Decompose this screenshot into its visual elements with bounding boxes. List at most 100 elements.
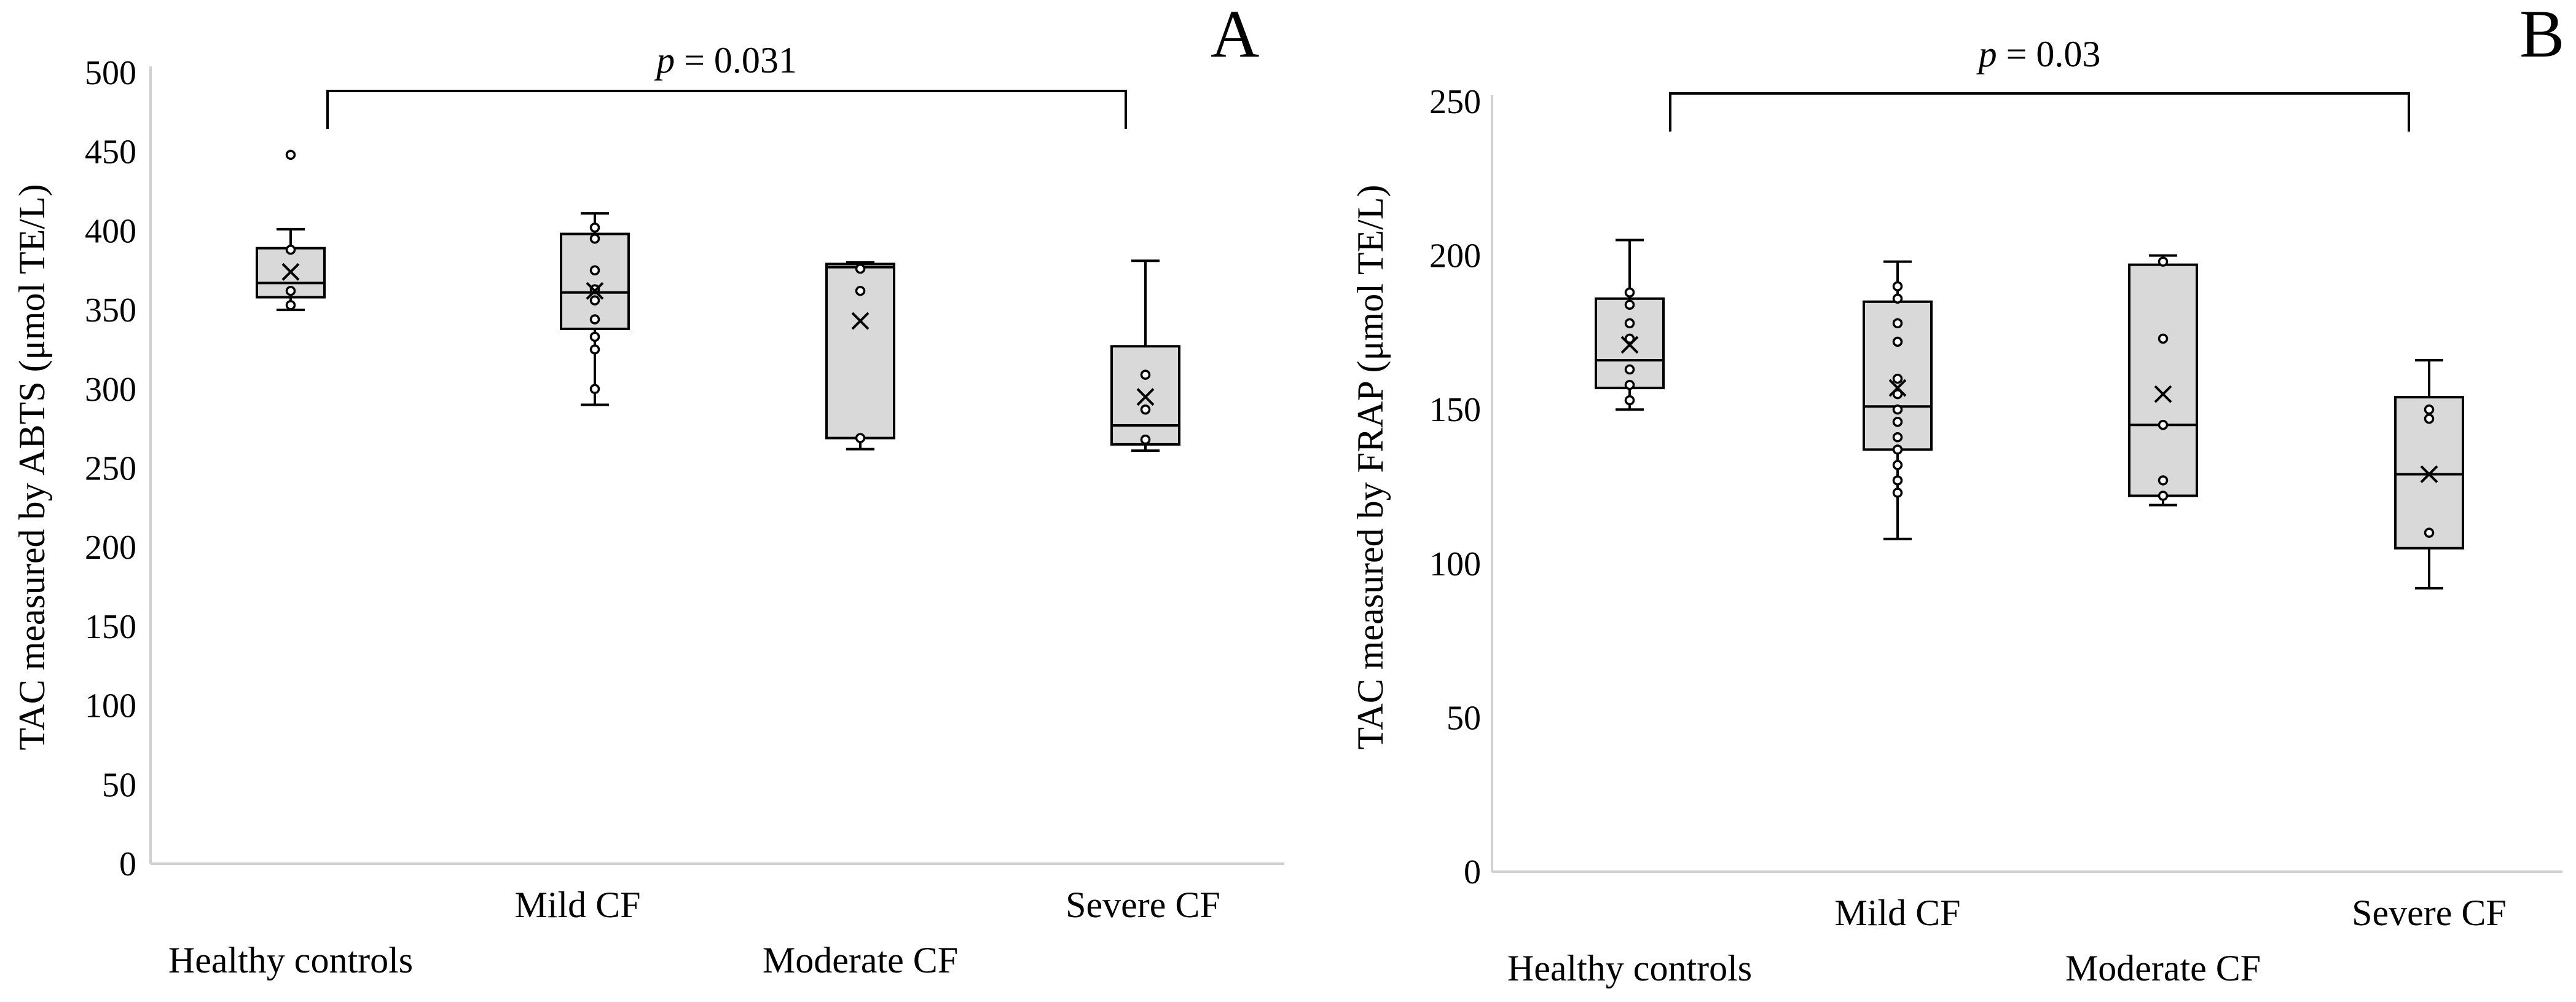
- data-point: [1892, 389, 1903, 400]
- mean-marker: [2154, 385, 2172, 403]
- data-point: [1624, 299, 1635, 310]
- panel-b-letter: B: [2519, 0, 2564, 71]
- mean-marker: [281, 262, 300, 281]
- data-point: [1624, 318, 1635, 329]
- data-point: [1624, 364, 1635, 375]
- data-point: [1624, 395, 1635, 406]
- mean-marker: [1620, 336, 1639, 354]
- box-group: [825, 261, 895, 451]
- outlier-point: [285, 149, 296, 160]
- data-point: [589, 223, 600, 233]
- data-point: [1624, 379, 1635, 390]
- data-point: [1892, 336, 1903, 347]
- category-label: Healthy controls: [1507, 948, 1752, 988]
- data-point: [1892, 373, 1903, 384]
- data-point: [855, 433, 866, 443]
- y-tick-label: 0: [1464, 853, 1481, 891]
- data-point: [1892, 487, 1903, 498]
- data-point: [589, 331, 600, 342]
- data-point: [1892, 404, 1903, 415]
- category-label: Moderate CF: [2065, 948, 2261, 988]
- data-point: [1892, 432, 1903, 443]
- data-point: [855, 285, 866, 296]
- data-point: [2158, 420, 2169, 430]
- p-value: = 0.031: [675, 40, 797, 81]
- y-tick-label: 450: [85, 133, 136, 172]
- y-tick-label: 100: [85, 687, 136, 725]
- y-tick-label: 250: [1429, 83, 1481, 121]
- data-point: [1624, 333, 1635, 344]
- category-label: Moderate CF: [763, 940, 958, 980]
- mean-marker: [1136, 388, 1155, 406]
- data-point: [589, 314, 600, 325]
- data-point: [1140, 369, 1151, 380]
- data-point: [589, 295, 600, 306]
- panel-b-plot: 0 50 100 150 200 250 Healthy controls Mild CF Mo…: [1429, 34, 2562, 988]
- panel-a-letter: A: [1211, 0, 1259, 71]
- data-point: [1892, 281, 1903, 291]
- y-tick-label: 0: [119, 845, 136, 883]
- y-tick-label: 150: [1429, 391, 1481, 429]
- box-group: [2394, 359, 2464, 590]
- data-point: [2158, 333, 2169, 344]
- category-label: Severe CF: [2352, 893, 2507, 933]
- y-tick-label: 50: [102, 766, 136, 804]
- category-label: Healthy controls: [168, 940, 413, 980]
- box-group: [2128, 254, 2198, 507]
- data-point: [1892, 460, 1903, 470]
- p-value-label: p = 0.03: [1976, 34, 2101, 74]
- box-group: [1863, 260, 1933, 540]
- mean-marker: [1888, 379, 1907, 397]
- data-point: [1892, 475, 1903, 486]
- p-value-label: p = 0.031: [654, 40, 797, 81]
- iqr-box: [2128, 263, 2198, 497]
- y-tick-label: 500: [85, 54, 136, 92]
- data-point: [1624, 287, 1635, 298]
- p-symbol: p: [654, 40, 675, 81]
- y-tick-label: 300: [85, 371, 136, 409]
- mean-marker: [851, 312, 870, 330]
- data-point: [285, 300, 296, 310]
- category-label: Severe CF: [1066, 885, 1220, 925]
- data-point: [2158, 491, 2169, 501]
- box-group: [1110, 259, 1180, 452]
- data-point: [1892, 416, 1903, 427]
- data-point: [1140, 404, 1151, 415]
- significance-bracket: [1669, 92, 2410, 132]
- y-tick-label: 400: [85, 212, 136, 250]
- y-tick-label: 100: [1429, 545, 1481, 583]
- data-point: [589, 265, 600, 275]
- iqr-box: [560, 232, 630, 330]
- box-group: [1595, 239, 1665, 411]
- panel-a-ylabel: TAC measured by ABTS (μmol TE/L): [12, 184, 52, 750]
- data-point: [2424, 413, 2435, 424]
- y-tick-label: 250: [85, 450, 136, 488]
- data-point: [1140, 434, 1151, 445]
- y-tick-label: 200: [1429, 237, 1481, 275]
- p-symbol: p: [1976, 34, 1997, 74]
- data-point: [1892, 293, 1903, 304]
- y-tick-label: 50: [1447, 699, 1481, 737]
- data-point: [589, 344, 600, 355]
- data-point: [855, 263, 866, 274]
- mean-marker: [2420, 465, 2438, 483]
- mean-marker: [586, 282, 604, 300]
- data-point: [2424, 527, 2435, 538]
- category-label: Mild CF: [514, 885, 640, 925]
- data-point: [589, 234, 600, 244]
- panel-a-plot: 0 50 100 150 200 250 300 350 400 450 500 Healthy co…: [85, 40, 1284, 980]
- panel-b-ylabel: TAC measured by FRAP (μmol TE/L): [1350, 185, 1391, 750]
- data-point: [2158, 475, 2169, 486]
- data-point: [2424, 404, 2435, 415]
- box-group: [560, 212, 630, 406]
- data-point: [285, 285, 296, 296]
- y-tick-label: 150: [85, 608, 136, 646]
- y-tick-label: 200: [85, 529, 136, 567]
- significance-bracket: [326, 90, 1127, 129]
- data-point: [1892, 444, 1903, 455]
- data-point: [1892, 318, 1903, 329]
- data-point: [589, 384, 600, 395]
- p-value: = 0.03: [1997, 34, 2101, 74]
- box-group: [256, 149, 326, 312]
